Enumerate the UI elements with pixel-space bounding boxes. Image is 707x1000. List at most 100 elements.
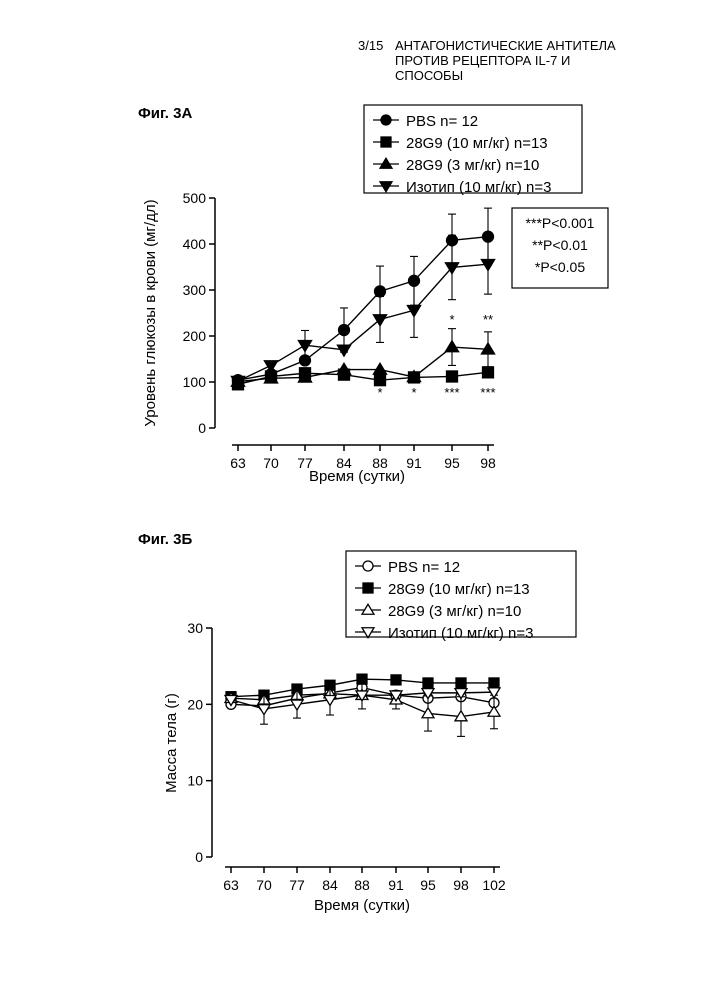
series-4: [223, 680, 502, 725]
x-axis-title: Время (сутки): [309, 468, 405, 485]
data-point: [336, 344, 352, 358]
x-tick-label: 98: [453, 877, 469, 893]
data-point: [372, 361, 388, 375]
x-tick-label: 95: [420, 877, 436, 893]
legend-entry-label: 28G9 (3 мг/кг) n=10: [406, 157, 539, 174]
legend-marker: [362, 582, 374, 594]
significance-mark: ***: [444, 385, 459, 400]
significance-mark: **: [483, 312, 493, 327]
legend-marker: [380, 136, 392, 148]
legend-entry-label: 28G9 (10 мг/кг) n=13: [388, 581, 530, 598]
x-tick-label: 84: [322, 877, 338, 893]
data-point: [336, 361, 352, 375]
x-tick-label: 70: [263, 455, 279, 471]
data-point: [480, 341, 496, 355]
significance-mark: *: [449, 312, 454, 327]
p-value-line: *P<0.05: [535, 259, 585, 275]
data-point: [372, 314, 388, 328]
y-tick-label: 400: [183, 236, 207, 252]
x-tick-label: 95: [444, 455, 460, 471]
data-point: [453, 709, 469, 722]
document-title: АНТАГОНИСТИЧЕСКИЕ АНТИТЕЛА ПРОТИВ РЕЦЕПТ…: [395, 38, 685, 83]
legend-entry-label: Изотип (10 мг/кг) n=3: [406, 179, 551, 196]
y-tick-label: 0: [195, 849, 203, 865]
x-tick-label: 77: [289, 877, 305, 893]
data-point: [354, 690, 370, 703]
x-tick-label: 91: [406, 455, 422, 471]
figure-label: Фиг. 3А: [138, 105, 192, 122]
legend-marker: [360, 627, 376, 640]
data-point: [289, 699, 305, 712]
data-point: [256, 704, 272, 716]
data-point: [297, 339, 313, 353]
p-value-box: [511, 207, 609, 289]
x-tick-label: 70: [256, 877, 272, 893]
legend-entry-label: PBS n= 12: [406, 113, 478, 130]
series-3: [230, 328, 496, 387]
legend-entry-label: 28G9 (3 мг/кг) n=10: [388, 603, 521, 620]
legend-box: [345, 550, 577, 638]
data-point: [406, 369, 422, 383]
data-point: [337, 323, 351, 337]
data-point: [481, 366, 495, 379]
series-4: [230, 233, 496, 389]
data-point: [390, 674, 402, 686]
legend-marker: [362, 560, 374, 572]
x-tick-label: 91: [388, 877, 404, 893]
x-axis-title: Время (сутки): [314, 897, 410, 914]
data-point: [455, 677, 467, 689]
legend-marker: [378, 156, 394, 169]
x-tick-label: 63: [223, 877, 239, 893]
x-tick-label: 88: [372, 455, 388, 471]
data-point: [480, 258, 496, 272]
x-tick-label: 84: [336, 455, 352, 471]
chart-a: Фиг. 3А 0 100 200 300 400 500 63 70 77 84 88 91 95 98 В…: [138, 104, 609, 485]
legend-entry-label: Изотип (10 мг/кг) n=3: [388, 625, 533, 642]
y-axis-title: Уровень глюкозы в крови (мг/дл): [142, 199, 159, 426]
data-point: [263, 360, 279, 374]
y-axis-title: Масса тела (г): [163, 693, 180, 793]
data-point: [297, 369, 313, 383]
y-tick-label: 10: [187, 773, 203, 789]
p-value-line: **P<0.01: [532, 237, 588, 253]
legend: PBS n= 12 28G9 (10 мг/кг) n=13 28G9 (3 мг/…: [363, 104, 583, 196]
legend-entry-label: PBS n= 12: [388, 559, 460, 576]
data-point: [444, 262, 460, 276]
data-point: [263, 370, 279, 384]
y-tick-label: 20: [187, 696, 203, 712]
legend-entry-label: 28G9 (10 мг/кг) n=13: [406, 135, 548, 152]
document-title-line: АНТАГОНИСТИЧЕСКИЕ АНТИТЕЛА: [395, 38, 616, 53]
x-tick-label: 102: [482, 877, 506, 893]
data-point: [420, 687, 436, 700]
y-tick-label: 200: [183, 328, 207, 344]
significance-mark: *: [377, 385, 382, 400]
x-tick-label: 88: [354, 877, 370, 893]
data-point: [373, 285, 387, 298]
data-point: [486, 704, 502, 717]
page-number: 3/15: [358, 38, 384, 53]
figure-label: Фиг. 3Б: [138, 531, 192, 548]
x-tick-label: 98: [480, 455, 496, 471]
x-tick-label: 77: [297, 455, 313, 471]
data-point: [223, 694, 239, 707]
data-point: [406, 304, 422, 318]
legend-marker: [380, 114, 392, 126]
data-point: [486, 687, 502, 700]
data-point: [444, 339, 460, 353]
y-tick-label: 100: [183, 374, 207, 390]
data-point: [373, 374, 387, 387]
data-point: [488, 677, 500, 689]
data-point: [230, 375, 246, 389]
data-point: [388, 690, 404, 703]
chart-b: Фиг. 3Б 0 10 20 30 63 70 77 84 88 91 95 98 102 Время (…: [138, 531, 577, 914]
data-point: [322, 694, 338, 707]
series-line: [237, 235, 489, 381]
significance-mark: ***: [480, 385, 495, 400]
document-title-line: СПОСОБЫ: [395, 68, 464, 83]
data-point: [420, 706, 436, 719]
legend-marker: [378, 181, 394, 194]
y-tick-label: 300: [183, 282, 207, 298]
legend-marker: [360, 602, 376, 615]
data-point: [453, 687, 469, 700]
